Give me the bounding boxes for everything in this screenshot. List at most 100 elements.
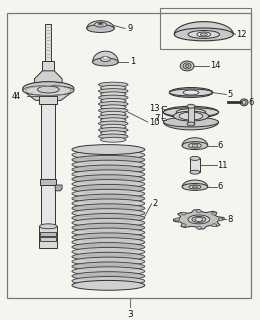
Text: 1: 1 bbox=[130, 58, 135, 67]
Text: 14: 14 bbox=[210, 61, 220, 70]
Ellipse shape bbox=[164, 108, 219, 116]
Ellipse shape bbox=[72, 228, 145, 237]
Ellipse shape bbox=[23, 82, 74, 95]
Ellipse shape bbox=[72, 189, 145, 198]
Ellipse shape bbox=[95, 22, 106, 27]
Ellipse shape bbox=[173, 111, 209, 121]
Ellipse shape bbox=[100, 131, 126, 136]
Text: 3: 3 bbox=[127, 310, 133, 319]
Ellipse shape bbox=[188, 143, 201, 148]
Ellipse shape bbox=[72, 194, 145, 203]
Ellipse shape bbox=[72, 170, 145, 179]
Ellipse shape bbox=[100, 57, 110, 61]
Ellipse shape bbox=[200, 33, 207, 36]
Polygon shape bbox=[35, 71, 62, 83]
Ellipse shape bbox=[196, 226, 201, 229]
Ellipse shape bbox=[23, 85, 74, 95]
Bar bbox=[160, 8, 251, 49]
Polygon shape bbox=[164, 122, 219, 130]
Ellipse shape bbox=[212, 212, 217, 215]
Text: 11: 11 bbox=[218, 161, 228, 170]
Ellipse shape bbox=[100, 137, 126, 142]
Text: 4: 4 bbox=[12, 92, 17, 101]
Ellipse shape bbox=[72, 223, 145, 232]
Ellipse shape bbox=[99, 89, 128, 93]
Ellipse shape bbox=[87, 25, 114, 32]
Text: 5: 5 bbox=[228, 90, 233, 99]
Ellipse shape bbox=[72, 218, 145, 227]
Ellipse shape bbox=[196, 210, 201, 213]
Bar bbox=[41, 232, 56, 236]
Ellipse shape bbox=[72, 252, 145, 261]
Text: 6: 6 bbox=[218, 141, 223, 150]
Ellipse shape bbox=[100, 85, 126, 90]
Ellipse shape bbox=[72, 175, 145, 184]
Ellipse shape bbox=[164, 117, 219, 127]
Ellipse shape bbox=[190, 170, 200, 174]
Ellipse shape bbox=[99, 82, 128, 87]
Bar bbox=[41, 237, 56, 241]
Polygon shape bbox=[174, 22, 233, 35]
Ellipse shape bbox=[169, 88, 213, 97]
Ellipse shape bbox=[72, 238, 145, 246]
Ellipse shape bbox=[72, 145, 145, 155]
Bar bbox=[40, 226, 57, 248]
Ellipse shape bbox=[187, 122, 195, 126]
Ellipse shape bbox=[72, 276, 145, 285]
Ellipse shape bbox=[164, 106, 219, 118]
Ellipse shape bbox=[212, 224, 217, 227]
Ellipse shape bbox=[182, 142, 208, 149]
Polygon shape bbox=[93, 51, 118, 62]
Ellipse shape bbox=[72, 165, 145, 174]
Ellipse shape bbox=[192, 144, 198, 147]
Ellipse shape bbox=[40, 224, 57, 229]
Ellipse shape bbox=[99, 102, 128, 107]
Text: 10: 10 bbox=[149, 117, 159, 126]
Ellipse shape bbox=[100, 111, 126, 116]
Ellipse shape bbox=[72, 243, 145, 252]
Ellipse shape bbox=[72, 233, 145, 242]
Ellipse shape bbox=[99, 95, 128, 100]
Bar bbox=[41, 179, 56, 185]
Ellipse shape bbox=[93, 58, 118, 66]
Ellipse shape bbox=[100, 92, 126, 97]
Ellipse shape bbox=[188, 215, 210, 224]
Ellipse shape bbox=[169, 89, 213, 96]
Ellipse shape bbox=[180, 61, 194, 71]
Ellipse shape bbox=[188, 30, 219, 38]
Ellipse shape bbox=[99, 23, 102, 25]
Ellipse shape bbox=[242, 100, 246, 104]
Ellipse shape bbox=[100, 98, 126, 103]
Ellipse shape bbox=[197, 32, 211, 37]
Ellipse shape bbox=[240, 99, 248, 106]
Ellipse shape bbox=[103, 57, 108, 60]
Ellipse shape bbox=[72, 199, 145, 208]
Ellipse shape bbox=[187, 104, 195, 108]
Ellipse shape bbox=[72, 257, 145, 266]
Ellipse shape bbox=[72, 267, 145, 276]
Ellipse shape bbox=[183, 63, 191, 69]
Polygon shape bbox=[182, 138, 208, 146]
Polygon shape bbox=[23, 91, 74, 100]
Ellipse shape bbox=[99, 121, 128, 126]
Bar bbox=[188, 106, 194, 124]
Ellipse shape bbox=[72, 247, 145, 256]
Ellipse shape bbox=[98, 23, 103, 26]
Ellipse shape bbox=[100, 105, 126, 110]
Ellipse shape bbox=[195, 218, 203, 221]
Ellipse shape bbox=[72, 160, 145, 169]
Ellipse shape bbox=[100, 118, 126, 123]
Ellipse shape bbox=[218, 218, 223, 221]
Ellipse shape bbox=[181, 224, 186, 227]
Polygon shape bbox=[55, 185, 62, 191]
Text: 12: 12 bbox=[236, 30, 247, 39]
Text: 9: 9 bbox=[127, 24, 132, 33]
Bar bbox=[42, 61, 54, 71]
Ellipse shape bbox=[100, 124, 126, 129]
Ellipse shape bbox=[183, 90, 199, 95]
Ellipse shape bbox=[175, 218, 180, 221]
Ellipse shape bbox=[72, 180, 145, 188]
Ellipse shape bbox=[189, 185, 201, 189]
Ellipse shape bbox=[99, 115, 128, 119]
Ellipse shape bbox=[192, 186, 197, 188]
